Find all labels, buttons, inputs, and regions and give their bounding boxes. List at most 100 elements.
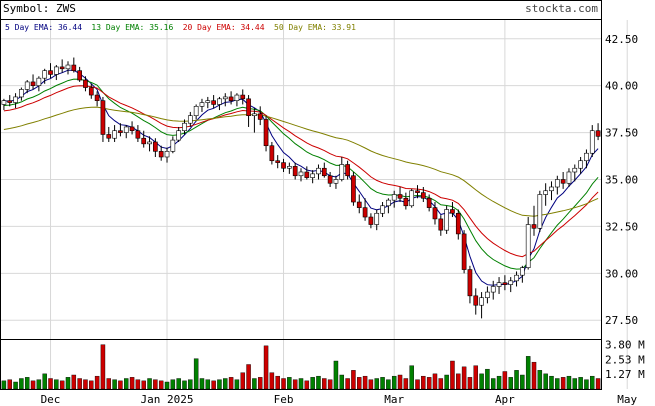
volume-bar — [65, 377, 71, 390]
volume-bar — [257, 377, 263, 390]
candle-body — [158, 151, 164, 158]
candle-body — [13, 96, 18, 103]
volume-bar — [525, 356, 531, 390]
volume-bar — [543, 373, 548, 390]
volume-bar — [193, 358, 199, 390]
volume-bar — [456, 373, 461, 390]
volume-bar — [566, 375, 572, 390]
candle-body — [537, 194, 543, 229]
ema-legend-entry: 20 Day EMA: 34.44 — [183, 23, 265, 32]
candle-body — [112, 130, 117, 139]
volume-bar — [502, 371, 508, 390]
price-tick-label: 30.00 — [605, 267, 638, 280]
candle-body — [444, 209, 449, 231]
volume-bar — [153, 379, 158, 390]
volume-bar — [357, 377, 362, 390]
grid — [1, 20, 628, 389]
volume-bar — [572, 378, 578, 390]
volume-bar — [252, 378, 257, 390]
candle-body — [520, 267, 525, 276]
volume-bar — [19, 378, 24, 390]
candle-body — [490, 286, 496, 293]
ema-legend-entry: 13 Day EMA: 35.16 — [91, 23, 173, 32]
candle-body — [269, 145, 275, 162]
candle-body — [514, 274, 519, 282]
candles — [1, 57, 601, 319]
candle-body — [461, 233, 467, 270]
site-label: stockta.com — [525, 2, 598, 15]
volume-bar — [147, 378, 152, 390]
volume-bar — [578, 377, 583, 390]
ema-legend-entry: 50 Day EMA: 33.91 — [274, 23, 356, 32]
volume-bar — [380, 377, 385, 390]
volume-bar — [217, 379, 222, 390]
volume-bar — [234, 379, 240, 390]
candle-body — [578, 160, 583, 169]
volume-bar — [141, 380, 146, 390]
price-tick-label: 40.00 — [605, 80, 638, 93]
candle-body — [292, 166, 298, 177]
candle-body — [327, 175, 333, 184]
candle-body — [549, 186, 554, 192]
candle-body — [351, 175, 356, 203]
volume-bar — [228, 377, 234, 390]
ema-50-line — [3, 106, 599, 217]
candle-body — [502, 282, 508, 285]
candle-body — [30, 81, 36, 86]
volume-bar — [537, 370, 543, 390]
volume-tick-label: 3.80 M — [605, 339, 645, 352]
candle-body — [409, 190, 415, 207]
candle-body — [129, 126, 135, 132]
volume-bar — [24, 377, 30, 390]
candle-body — [135, 130, 141, 139]
candle-body — [182, 122, 187, 132]
candle-body — [106, 134, 112, 139]
candle-body — [252, 113, 257, 117]
candle-body — [234, 94, 240, 101]
candle-body — [65, 64, 71, 70]
candle-body — [59, 66, 65, 70]
candle-body — [100, 100, 106, 135]
price-tick-label: 35.00 — [605, 174, 638, 187]
candle-body — [339, 164, 345, 180]
volume-bar — [409, 365, 414, 390]
volume-bar — [36, 379, 42, 390]
candle-body — [257, 113, 263, 120]
volume-bar — [94, 375, 100, 390]
candle-body — [508, 280, 514, 285]
candle-body — [54, 66, 59, 75]
candle-body — [485, 291, 490, 299]
candle-body — [217, 98, 222, 105]
candle-body — [164, 151, 170, 158]
candle-body — [222, 96, 228, 100]
candle-body — [304, 171, 310, 178]
candle-body — [450, 209, 455, 214]
volume-bar — [555, 378, 560, 390]
volume-bar — [496, 375, 502, 390]
candle-body — [281, 162, 286, 169]
candle-body — [403, 197, 409, 207]
volume-bar — [560, 377, 566, 390]
candle-body — [321, 167, 327, 177]
volume-bar — [170, 379, 176, 390]
price-axis: 42.50 40.00 37.50 35.00 32.50 30.00 27.50 — [605, 33, 638, 327]
candle-body — [211, 100, 216, 105]
volume-bar — [89, 380, 94, 390]
volume-bar — [176, 378, 181, 390]
candle-body — [187, 115, 193, 124]
candle-body — [310, 173, 315, 178]
volume-bar — [124, 378, 129, 390]
volume-bar — [520, 374, 525, 390]
ema-legend-entry: 5 Day EMA: 36.44 — [5, 23, 82, 32]
date-tick-label: Jan 2025 — [141, 393, 194, 406]
candle-body — [275, 160, 281, 163]
candle-body — [240, 94, 246, 100]
volume-bar — [13, 381, 18, 390]
volume-bar — [211, 380, 216, 390]
volume-bar — [473, 365, 478, 390]
volume-bar — [7, 379, 12, 390]
volume-bar — [444, 374, 449, 390]
candle-body — [118, 130, 123, 133]
volume-bar — [281, 378, 286, 390]
volume-bar — [461, 366, 467, 390]
